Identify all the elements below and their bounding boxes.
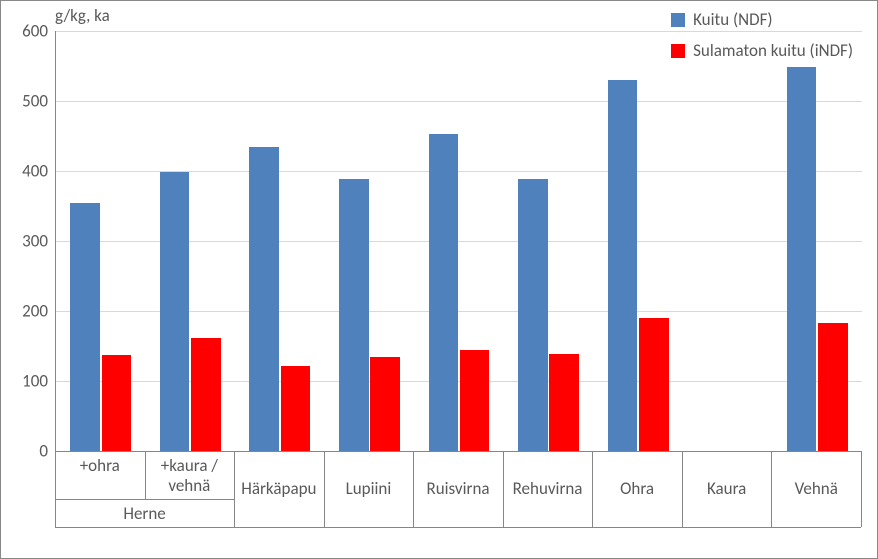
category-tick (682, 451, 683, 527)
category-label: Rehuvirna (505, 479, 591, 499)
category-tick (145, 451, 146, 499)
bar-indf (370, 357, 400, 452)
category-tick (503, 451, 504, 527)
bar-indf (460, 350, 490, 452)
y-tick-label: 200 (22, 301, 48, 322)
group-separator (55, 499, 234, 500)
bar-indf (102, 355, 132, 451)
category-tick (861, 451, 862, 527)
axis-bottom-border (234, 527, 861, 528)
category-label: Ruisvirna (415, 479, 501, 499)
category-label: Härkäpapu (236, 479, 322, 499)
bar-indf (818, 323, 848, 451)
bar-ndf (429, 134, 459, 451)
bar-ndf (787, 67, 817, 451)
bar-ndf (70, 203, 100, 452)
legend-swatch-ndf (671, 13, 685, 27)
bar-indf (191, 338, 221, 451)
y-axis-title: g/kg, ka (55, 5, 110, 26)
gridline (56, 101, 862, 102)
y-tick-label: 500 (22, 91, 48, 112)
category-label: Ohra (594, 479, 680, 499)
category-tick (55, 451, 56, 527)
bar-ndf (339, 179, 369, 451)
bar-indf (281, 366, 311, 451)
category-label: Kaura (684, 479, 770, 499)
bar-ndf (160, 172, 190, 451)
category-label: Lupiini (326, 479, 412, 499)
category-tick (592, 451, 593, 527)
category-tick (413, 451, 414, 527)
y-tick-label: 100 (22, 371, 48, 392)
category-label: +kaura / vehnä (147, 456, 233, 495)
category-axis: Herne +ohra+kaura / vehnäHärkäpapuLupiini… (55, 451, 861, 527)
y-tick-label: 400 (22, 161, 48, 182)
plot-area: 0100200300400500600 (55, 31, 862, 452)
category-tick (324, 451, 325, 527)
legend-label-ndf: Kuitu (NDF) (693, 9, 772, 30)
y-tick-label: 0 (39, 441, 48, 462)
category-label: Vehnä (773, 479, 859, 499)
y-tick-label: 600 (22, 21, 48, 42)
bar-chart: g/kg, ka Kuitu (NDF) Sulamaton kuitu (iN… (0, 0, 878, 559)
category-label: +ohra (57, 456, 143, 476)
legend-item-ndf: Kuitu (NDF) (671, 9, 853, 30)
group-bottom-border (55, 527, 234, 528)
bar-ndf (249, 147, 279, 452)
category-tick (234, 451, 235, 527)
bar-ndf (608, 80, 638, 451)
bar-ndf (518, 179, 548, 451)
bar-indf (549, 354, 579, 451)
bar-indf (639, 318, 669, 451)
y-tick-label: 300 (22, 231, 48, 252)
category-tick (771, 451, 772, 527)
gridline (56, 31, 862, 32)
group-label: Herne (123, 503, 165, 524)
